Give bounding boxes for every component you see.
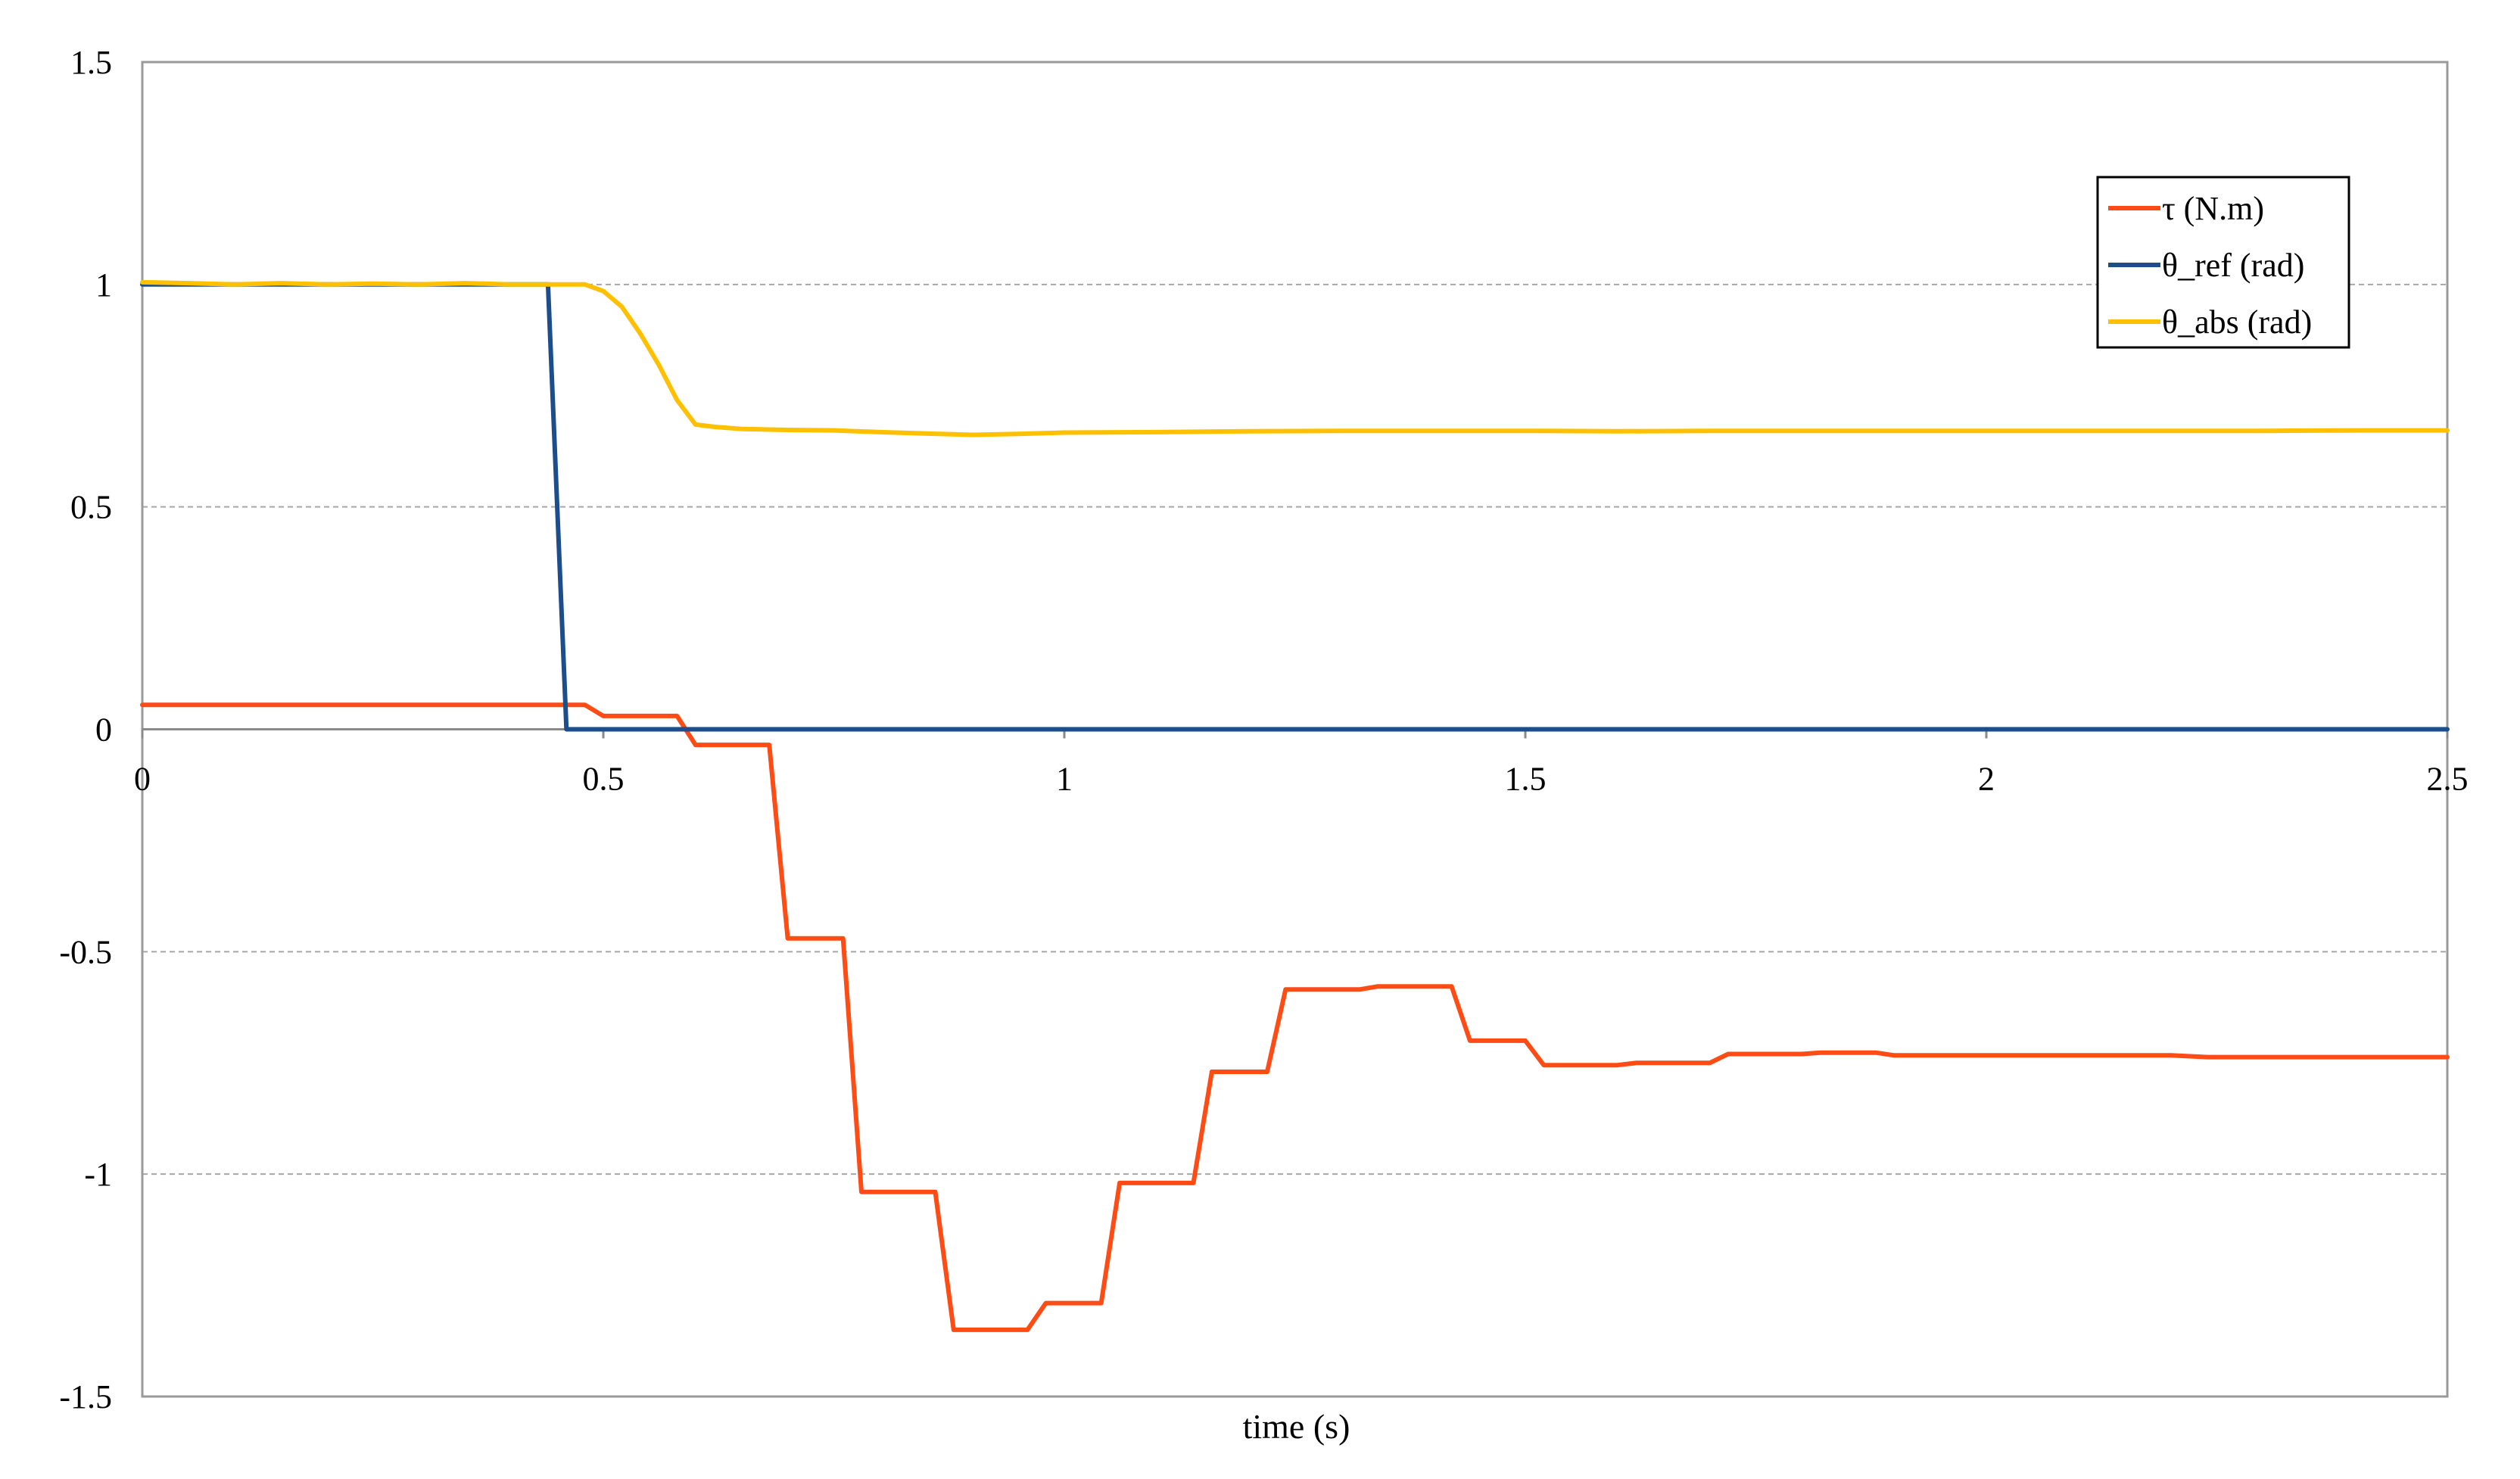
legend-label: τ (N.m) [2162, 190, 2264, 227]
y-tick-label: 1.5 [70, 44, 112, 81]
legend: τ (N.m) θ_ref (rad) θ_abs (rad) [2096, 176, 2350, 349]
legend-items: τ (N.m) θ_ref (rad) θ_abs (rad) [2108, 190, 2312, 341]
y-axis-tick-labels: 1.5 1 0.5 0 -0.5 -1 -1.5 [59, 44, 112, 1415]
x-tick-label: 0 [134, 761, 151, 798]
y-tick-label: -0.5 [59, 933, 112, 970]
x-axis-tick-labels: 0 0.5 1 1.5 2 2.5 [134, 729, 2469, 798]
x-tick-label: 2 [1978, 761, 1995, 798]
series-line-0 [140, 702, 2450, 1332]
y-tick-label: -1 [84, 1156, 112, 1193]
x-tick-label: 0.5 [583, 761, 625, 798]
x-tick-label: 1 [1056, 761, 1073, 798]
x-axis-title: time (s) [1243, 1407, 1350, 1446]
x-tick-label: 2.5 [2427, 761, 2469, 798]
y-tick-label: 1 [95, 266, 112, 304]
y-tick-label: -1.5 [59, 1378, 112, 1415]
legend-box [2096, 176, 2350, 349]
series-lines [140, 279, 2450, 1332]
legend-label: θ_abs (rad) [2162, 304, 2312, 341]
legend-label: θ_ref (rad) [2162, 247, 2304, 284]
y-tick-label: 0 [95, 711, 112, 749]
x-tick-label: 1.5 [1505, 761, 1547, 798]
series-line-2 [140, 279, 2450, 437]
y-tick-label: 0.5 [70, 489, 112, 526]
